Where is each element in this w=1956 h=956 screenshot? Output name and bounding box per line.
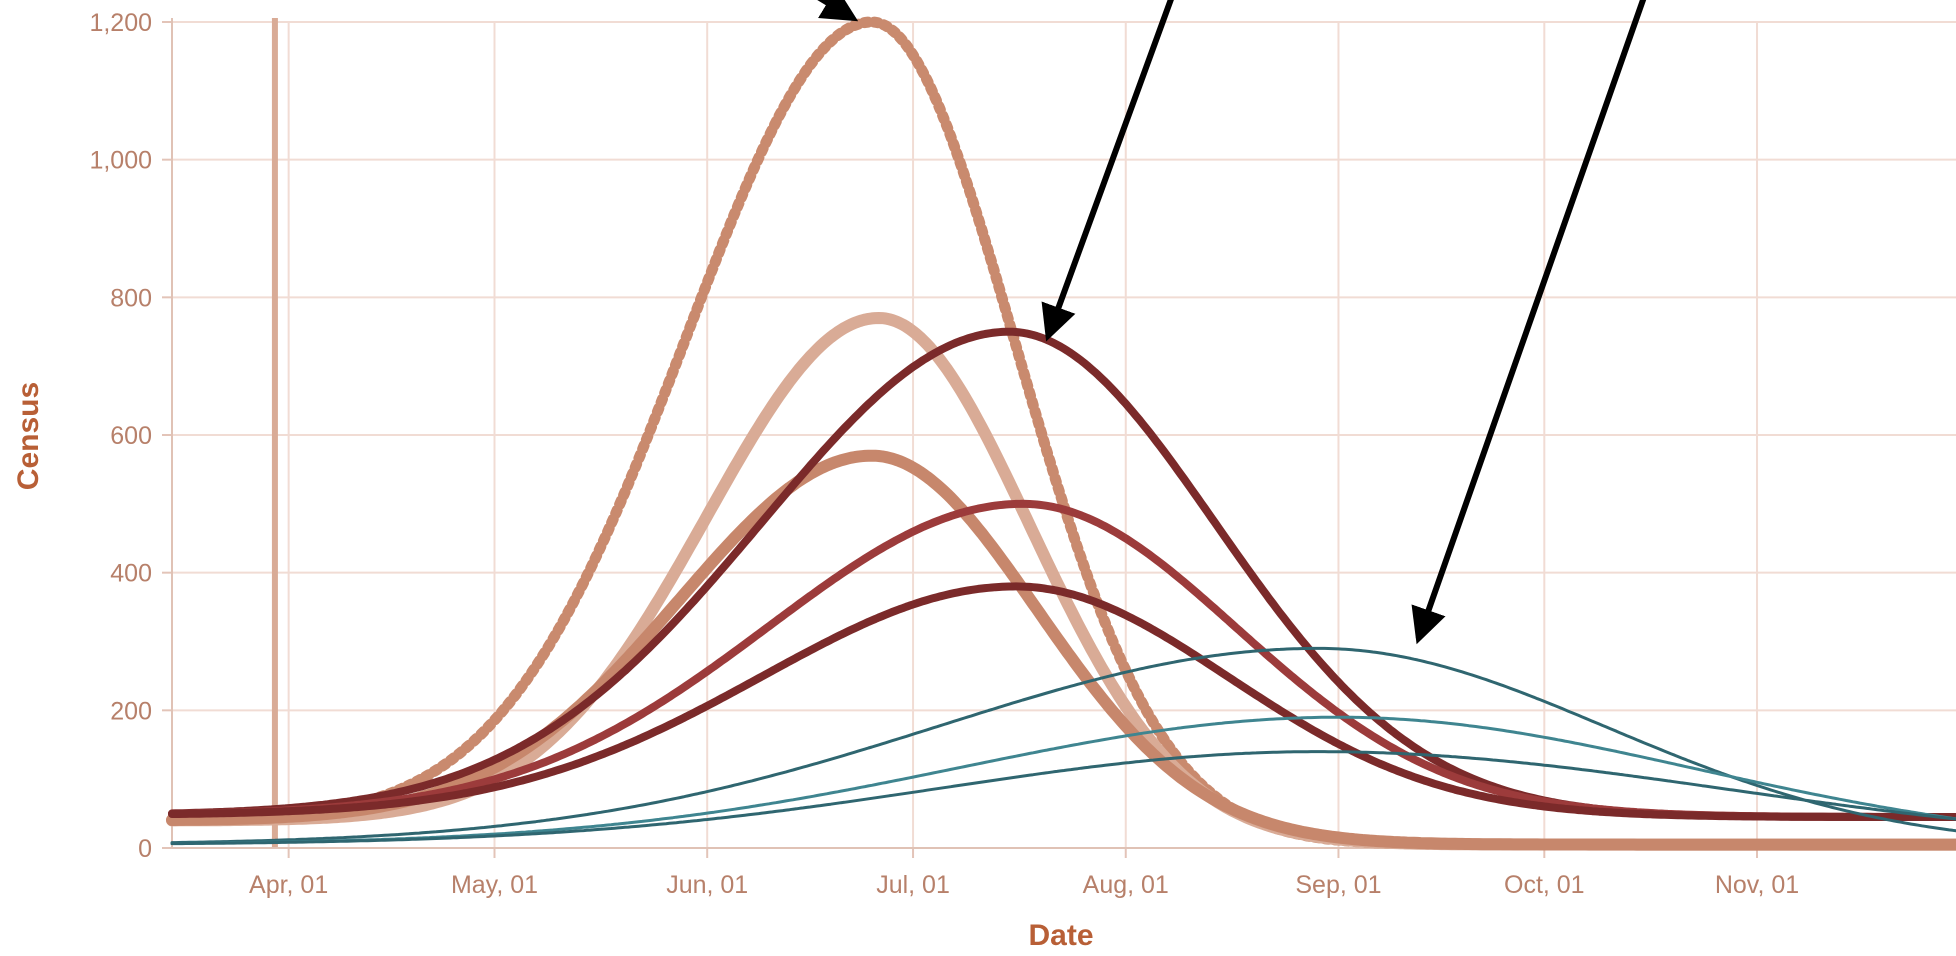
y-tick-label: 1,000 bbox=[89, 147, 152, 175]
x-axis-title: Date bbox=[1028, 919, 1093, 952]
y-tick-label: 800 bbox=[110, 284, 152, 312]
x-tick-label: Nov, 01 bbox=[1715, 871, 1799, 899]
series-line bbox=[170, 750, 1956, 846]
annotation-arrows bbox=[817, 0, 1647, 645]
annotation-arrow bbox=[1411, 0, 1647, 645]
series-lines bbox=[166, 16, 1956, 851]
y-tick-label: 200 bbox=[110, 697, 152, 725]
y-tick-label: 0 bbox=[138, 835, 152, 863]
series-line bbox=[170, 646, 1956, 845]
series-line bbox=[166, 16, 1956, 851]
annotation-arrow bbox=[1041, 0, 1174, 342]
x-tick-label: Aug, 01 bbox=[1083, 871, 1169, 899]
y-axis-title: Census bbox=[12, 382, 45, 490]
series-line bbox=[170, 715, 1956, 845]
x-tick-label: Apr, 01 bbox=[249, 871, 328, 899]
x-tick-label: Jul, 01 bbox=[876, 871, 950, 899]
annotation-arrow bbox=[817, 0, 859, 22]
y-tick-label: 600 bbox=[110, 422, 152, 450]
x-tick-label: May, 01 bbox=[451, 871, 538, 899]
x-tick-label: Sep, 01 bbox=[1295, 871, 1381, 899]
y-tick-label: 1,200 bbox=[89, 9, 152, 37]
y-tick-label: 400 bbox=[110, 560, 152, 588]
x-tick-label: Jun, 01 bbox=[666, 871, 748, 899]
x-tick-label: Oct, 01 bbox=[1504, 871, 1585, 899]
series-line bbox=[166, 449, 1956, 851]
grid-lines bbox=[172, 21, 1956, 849]
axes: 0 200 400 600 800 1,000 1,200 Apr, 01 May, 01 Jun… bbox=[89, 9, 1956, 899]
series-line bbox=[168, 327, 1956, 821]
series-line bbox=[168, 582, 1956, 821]
